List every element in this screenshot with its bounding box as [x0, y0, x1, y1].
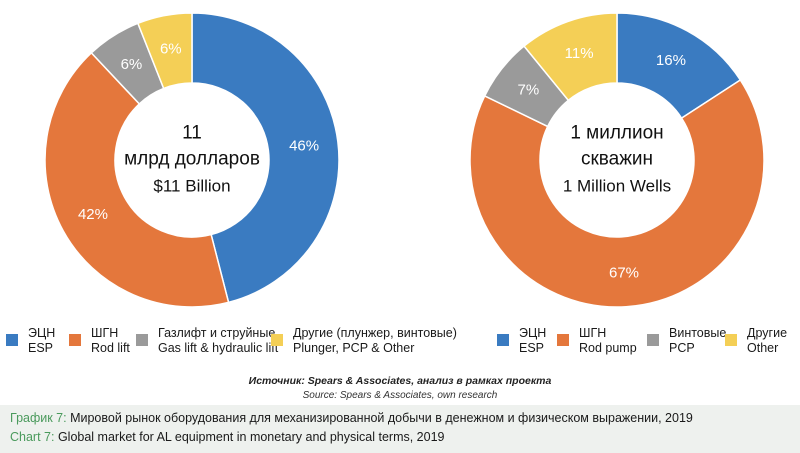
legend-item: ШГН Rod lift	[69, 326, 130, 356]
slice-data-label: 16%	[656, 52, 686, 69]
donut-center-line2: млрд долларов	[124, 149, 260, 170]
legend-label-en: Other	[747, 341, 779, 355]
donut-chart-wells: 16% 67% 7% 11% 1 миллион скважин 1 Million Wel…	[469, 12, 765, 308]
donut-center-line3: $11 Billion	[153, 177, 230, 196]
legend-item: Другие Other	[725, 326, 787, 356]
donut-center-line2: скважин	[581, 149, 653, 170]
legend-label-ru: ШГН	[579, 326, 607, 340]
legend-label-ru: Другие (плунжер, винтовые)	[293, 326, 457, 340]
donut-slice-other	[523, 12, 618, 102]
slice-data-label: 6%	[121, 56, 143, 73]
legend-label-ru: ЭЦН	[519, 326, 547, 340]
donut-center-line1: 11	[182, 123, 202, 144]
donut-slice-plunger-pcp-other	[136, 12, 193, 90]
donut-center-line3: 1 Million Wells	[563, 177, 671, 196]
donut-slice-rod-pump	[469, 78, 765, 308]
donut-slice-esp	[191, 12, 340, 304]
legend-item: Винтовые PCP	[647, 326, 726, 356]
legend-swatch	[557, 334, 569, 346]
donut-slice-rod-lift	[44, 51, 230, 308]
legend-swatch	[69, 334, 81, 346]
slice-data-label: 67%	[609, 264, 639, 281]
donut-chart-money: 46% 42% 6% 6% 11 млрд долларов $11 Billion	[44, 12, 340, 308]
legend-label-en: ESP	[519, 341, 545, 355]
legend-swatch	[725, 334, 737, 346]
legend-item: ЭЦН ESP	[497, 326, 546, 356]
legend-label-ru: ЭЦН	[28, 326, 56, 340]
legend-label-ru: Газлифт и струйные	[158, 326, 276, 340]
legend-swatch	[136, 334, 148, 346]
caption-ru-prefix: График 7:	[10, 411, 67, 425]
caption-ru-text: Мировой рынок оборудования для механизир…	[66, 411, 693, 425]
legend-item: ШГН Rod pump	[557, 326, 637, 356]
slice-data-label: 42%	[78, 206, 108, 223]
legend-swatch	[6, 334, 18, 346]
slice-data-label: 46%	[289, 137, 319, 154]
legend-swatch	[647, 334, 659, 346]
legend-money: ЭЦН ESP ШГН Rod lift Газлифт и струйные Gas…	[6, 326, 466, 366]
legend-label-en: Rod pump	[579, 341, 637, 355]
donut-center-line1: 1 миллион	[570, 123, 663, 144]
legend-label-ru: Другие	[747, 326, 788, 340]
legend-swatch	[271, 334, 283, 346]
legend-label-ru: Винтовые	[669, 326, 727, 340]
legend-label-en: Rod lift	[91, 341, 130, 355]
slice-data-label: 7%	[517, 81, 539, 98]
legend-swatch	[497, 334, 509, 346]
caption-en-text: Global market for AL equipment in moneta…	[54, 430, 445, 444]
caption-en-prefix: Chart 7:	[10, 430, 55, 444]
legend-item: ЭЦН ESP	[6, 326, 55, 356]
caption-ru: График 7: Мировой рынок оборудования для…	[0, 409, 800, 428]
legend-item: Другие (плунжер, винтовые) Plunger, PCP &…	[271, 326, 457, 356]
legend-item: Газлифт и струйные Gas lift & hydraulic l…	[136, 326, 278, 356]
legend-wells: ЭЦН ESP ШГН Rod pump Винтовые PCP Другие Oth…	[497, 326, 797, 366]
legend-label-en: Plunger, PCP & Other	[293, 341, 415, 355]
legend-label-en: PCP	[669, 341, 695, 355]
legend-label-ru: ШГН	[91, 326, 119, 340]
source-en: Source: Spears & Associates, own researc…	[302, 390, 498, 401]
source-ru: Источник: Spears & Associates, анализ в …	[248, 375, 552, 387]
donut-charts: 46% 42% 6% 6% 11 млрд долларов $11 Billion 16%…	[44, 12, 765, 308]
legend-label-en: Gas lift & hydraulic lift	[158, 341, 279, 355]
slice-data-label: 11%	[565, 45, 594, 62]
chart-caption: График 7: Мировой рынок оборудования для…	[0, 405, 800, 453]
legend-label-en: ESP	[28, 341, 54, 355]
slice-data-label: 6%	[160, 41, 182, 58]
caption-en: Chart 7: Global market for AL equipment …	[0, 428, 800, 447]
